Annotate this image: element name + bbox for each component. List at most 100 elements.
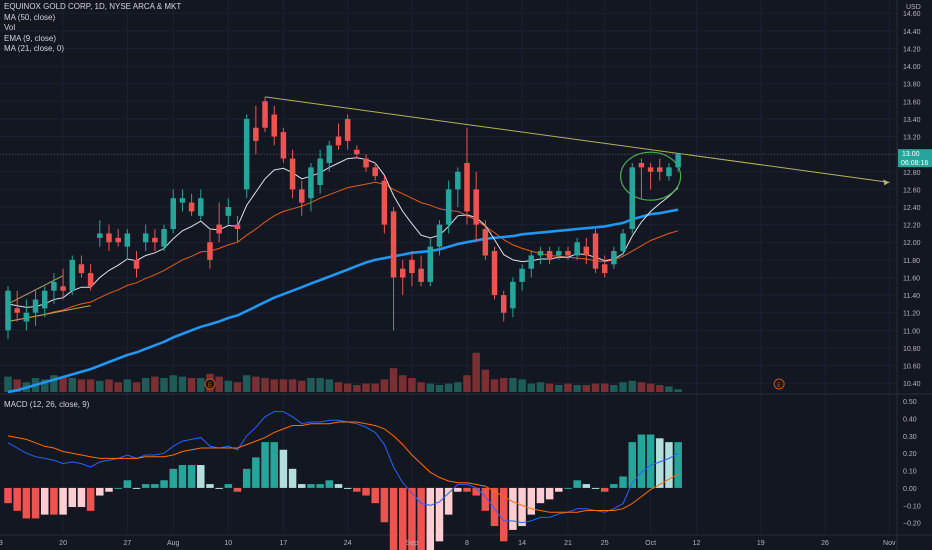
volume-bar	[674, 389, 682, 392]
macd-histogram-bar	[31, 487, 40, 519]
price-tick-label: 14.40	[903, 29, 921, 36]
volume-bar	[224, 380, 233, 392]
macd-histogram-bar	[555, 487, 563, 492]
candle-body	[354, 149, 360, 155]
macd-histogram-bar	[132, 487, 141, 489]
volume-bar	[105, 379, 113, 392]
macd-histogram-bar	[68, 487, 77, 507]
candle-body	[170, 198, 176, 230]
candle-body	[225, 207, 232, 216]
candle-body	[60, 286, 66, 291]
time-tick-label: 17	[280, 540, 288, 547]
legend-ma21[interactable]: MA (21, close, 0)	[4, 44, 65, 53]
time-tick-label: 13	[0, 540, 3, 547]
time-tick-label: Oct	[645, 540, 656, 547]
macd-histogram-bar	[187, 465, 196, 488]
time-tick-label: 26	[821, 540, 829, 547]
candle-body	[179, 198, 186, 203]
legend-ma50[interactable]: MA (50, close)	[4, 12, 56, 22]
candles	[5, 96, 681, 340]
macd-pane	[4, 411, 682, 550]
currency-label: USD	[906, 4, 921, 11]
last-price-label: 13.00	[902, 151, 920, 158]
candle-body	[491, 251, 498, 296]
candle-body	[409, 259, 415, 274]
volume-bar	[509, 378, 517, 392]
candle-body	[427, 246, 434, 282]
volume-bar	[325, 379, 334, 392]
time-tick-label: 14	[518, 540, 526, 547]
candle-body	[418, 268, 424, 282]
volume-bar	[77, 379, 86, 392]
candle-body	[611, 251, 617, 265]
macd-histogram-bar	[490, 487, 499, 527]
candle-body	[390, 211, 397, 278]
volume-bar	[426, 383, 435, 392]
legend-symbol[interactable]: EQUINOX GOLD CORP, 1D, NYSE ARCA & MKT	[4, 2, 182, 11]
time-tick-label: 12	[693, 540, 701, 547]
candle-body	[5, 290, 11, 331]
candle-body	[372, 167, 378, 177]
volume-bar	[665, 386, 673, 392]
earnings-marker-label: E	[777, 383, 781, 389]
time-tick-label: 21	[564, 540, 572, 547]
ema9-line	[7, 157, 679, 308]
volume-bar	[619, 382, 627, 392]
volume-bar	[545, 383, 554, 392]
legend-ema9[interactable]: EMA (9, close)	[4, 33, 57, 43]
volume-bar	[499, 378, 508, 392]
macd-histogram-bar	[564, 487, 572, 489]
volume-bar	[279, 379, 288, 392]
macd-histogram-bar	[96, 487, 104, 496]
macd-histogram-bar	[141, 484, 150, 488]
candle-body	[124, 233, 131, 247]
legend-vol[interactable]: Vol	[4, 23, 16, 32]
volume-bar	[96, 380, 104, 392]
volume-bar	[307, 378, 315, 392]
volume-bar	[463, 375, 471, 392]
macd-tick-label: 0.40	[903, 417, 917, 424]
volume-bars	[4, 352, 682, 392]
macd-histogram-bar	[371, 487, 379, 504]
macd-histogram-bar	[4, 487, 12, 504]
volume-bar	[242, 375, 251, 392]
candle-body	[198, 198, 204, 216]
macd-histogram-bar	[426, 487, 435, 550]
volume-bar	[334, 382, 343, 392]
candle-body	[381, 180, 388, 225]
price-tick-label: 11.40	[903, 293, 920, 300]
volume-bar	[132, 382, 141, 392]
macd-histogram-bar	[334, 484, 343, 488]
macd-histogram-bar	[22, 487, 31, 519]
candle-body	[666, 167, 672, 177]
legend-macd[interactable]: MACD (12, 26, close, 9)	[4, 400, 90, 409]
candle-body	[271, 114, 277, 137]
volume-bar	[398, 375, 407, 392]
macd-histogram-bar	[674, 442, 682, 488]
volume-bar	[270, 379, 278, 392]
volume-bar	[233, 382, 242, 392]
volume-bar	[197, 378, 205, 392]
volume-bar	[114, 382, 122, 392]
price-tick-label: 14.00	[903, 64, 921, 71]
macd-tick-label: 0.10	[903, 469, 917, 476]
candle-body	[473, 189, 479, 225]
volume-bar	[151, 376, 159, 392]
macd-histogram-bar	[619, 476, 627, 488]
macd-histogram-bar	[288, 468, 297, 488]
price-tick-label: 10.40	[903, 381, 921, 388]
macd-histogram-bar	[472, 487, 480, 496]
time-tick-label: 8	[465, 540, 469, 547]
candle-body	[510, 281, 516, 309]
macd-histogram-bar	[224, 484, 233, 488]
macd-histogram-bar	[279, 449, 288, 488]
macd-histogram-bar	[169, 468, 177, 488]
price-tick-label: 13.60	[903, 99, 921, 106]
candle-body	[565, 251, 571, 256]
price-tick-label: 12.40	[903, 205, 921, 212]
macd-histogram-bar	[206, 484, 214, 488]
time-tick-label: Nov	[883, 540, 896, 547]
candle-body	[23, 312, 30, 322]
